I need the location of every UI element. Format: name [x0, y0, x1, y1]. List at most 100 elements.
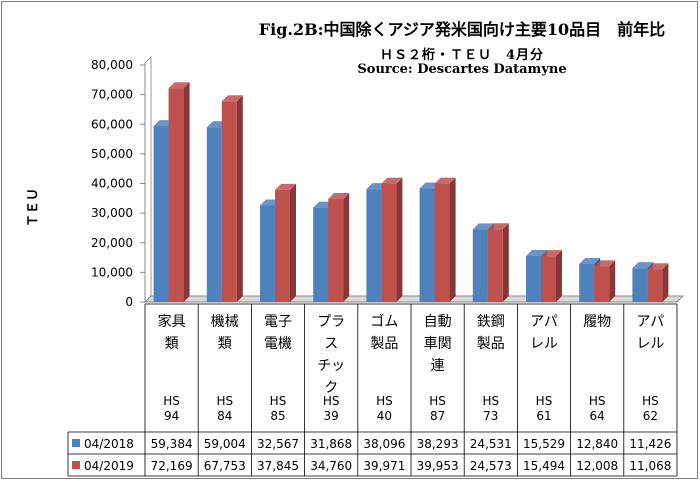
- hs-code-label: HS: [376, 394, 393, 408]
- bar-2019-9: [594, 260, 616, 302]
- legend-swatch-04-2018: [72, 439, 80, 447]
- y-tick-label: 50,000: [91, 147, 133, 161]
- data-table-value: 15,494: [523, 459, 565, 473]
- legend-label: 04/2019: [84, 459, 134, 473]
- bar-2019-6: [434, 177, 456, 302]
- chart-title: Fig.2B:中国除くアジア発米国向け主要10品目 前年比: [258, 20, 666, 39]
- bar-front: [579, 263, 595, 302]
- bar-side: [609, 260, 616, 302]
- hs-code-label: 61: [536, 409, 551, 423]
- category-label: 類: [218, 336, 232, 352]
- bar-side: [449, 177, 456, 302]
- bar-2019-2: [221, 95, 243, 302]
- bar-top: [275, 183, 296, 190]
- category-label: 類: [165, 336, 179, 352]
- bar-front: [313, 207, 329, 302]
- data-table-value: 12,008: [576, 459, 618, 473]
- data-table-value: 72,169: [151, 459, 193, 473]
- bar-front: [541, 256, 556, 302]
- bar-side: [662, 263, 669, 302]
- category-label: ゴム: [370, 313, 398, 330]
- bar-2019-10: [647, 263, 669, 302]
- bar-front: [632, 268, 648, 302]
- chart-back-wall: [144, 55, 152, 304]
- y-tick-label: 30,000: [91, 206, 133, 220]
- bar-front: [434, 183, 450, 302]
- category-label: レル: [530, 336, 558, 352]
- category-label: アパ: [530, 314, 558, 330]
- data-table-value: 39,953: [417, 459, 459, 473]
- bar-front: [419, 188, 435, 302]
- data-table-value: 34,760: [310, 459, 352, 473]
- data-table-value: 67,753: [204, 459, 246, 473]
- category-label: プラ: [317, 314, 345, 330]
- category-label: 機械: [211, 314, 239, 330]
- hs-code-label: 84: [217, 409, 232, 423]
- hs-code-label: 73: [483, 409, 498, 423]
- bar-top: [381, 177, 403, 184]
- hs-code-label: HS: [163, 394, 180, 408]
- bar-top: [434, 177, 456, 184]
- data-table-value: 32,567: [257, 437, 299, 451]
- category-label: 履物: [583, 314, 611, 330]
- hs-code-label: HS: [642, 394, 659, 408]
- bar-front: [168, 88, 184, 302]
- bar-front: [487, 229, 503, 302]
- bar-front: [221, 101, 237, 302]
- bar-side: [556, 250, 562, 302]
- hs-code-label: 85: [270, 409, 285, 423]
- data-table-value: 59,004: [204, 437, 246, 451]
- hs-code-label: 94: [164, 409, 179, 423]
- category-label: 車関: [424, 335, 452, 352]
- hs-code-label: HS: [482, 394, 499, 408]
- bar-top: [541, 250, 562, 257]
- hs-code-label: HS: [536, 394, 553, 408]
- category-label: 鉄鋼: [477, 314, 505, 330]
- data-table-value: 12,840: [576, 437, 618, 451]
- category-label: 製品: [477, 336, 505, 352]
- bar-side: [236, 95, 243, 302]
- y-tick-label: 60,000: [91, 117, 133, 131]
- chart-source: Source: Descartes Datamyne: [357, 62, 567, 77]
- y-tick-label: 70,000: [91, 88, 133, 102]
- bar-2019-5: [381, 177, 403, 302]
- data-table-value: 39,971: [363, 459, 405, 473]
- hs-code-label: 39: [324, 409, 339, 423]
- data-table-value: 11,426: [629, 437, 671, 451]
- bar-front: [381, 183, 397, 302]
- y-tick-label: 0: [125, 295, 133, 309]
- category-label: ク: [324, 380, 338, 396]
- bar-side: [183, 82, 190, 302]
- category-label: 家具: [158, 313, 186, 330]
- bar-top: [328, 193, 350, 200]
- bar-side: [343, 193, 350, 302]
- y-tick-label: 20,000: [91, 236, 133, 250]
- bar-front: [594, 266, 610, 302]
- legend-label: 04/2018: [84, 437, 134, 451]
- bar-top: [487, 223, 509, 230]
- category-label: レル: [636, 336, 664, 352]
- bar-2019-8: [541, 250, 562, 302]
- data-table: [67, 303, 678, 477]
- bar-2019-3: [275, 183, 296, 302]
- bar-front: [472, 229, 488, 302]
- bar-front: [260, 205, 275, 302]
- category-label: 自動: [424, 314, 452, 330]
- bar-front: [328, 199, 344, 302]
- data-table-value: 31,868: [310, 437, 352, 451]
- data-table-value: 24,573: [470, 459, 512, 473]
- data-table-value: 11,068: [629, 459, 671, 473]
- hs-code-label: 87: [430, 409, 445, 423]
- bar-front: [647, 269, 663, 302]
- data-table-value: 38,096: [363, 437, 405, 451]
- category-label: 電子: [264, 314, 292, 330]
- data-table-value: 37,845: [257, 459, 299, 473]
- bar-top: [526, 249, 547, 256]
- bar-top: [472, 223, 494, 230]
- hs-code-label: 40: [377, 409, 392, 423]
- bar-2019-7: [487, 223, 509, 302]
- chart-subtitle: ＨＳ２桁・ＴＥＵ 4月分: [379, 48, 545, 63]
- category-label: 電機: [264, 336, 292, 352]
